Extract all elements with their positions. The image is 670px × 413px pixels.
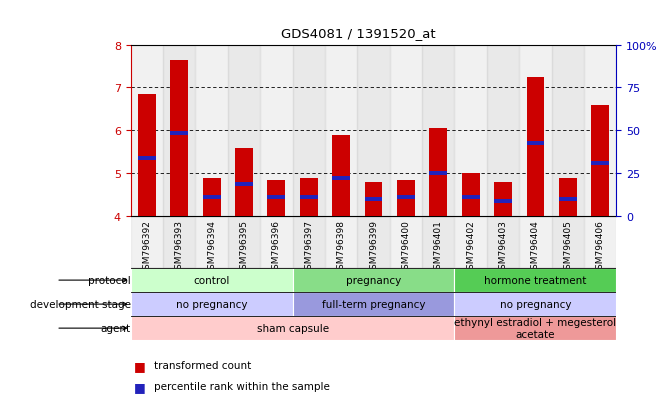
Text: GSM796406: GSM796406 <box>596 219 605 274</box>
Bar <box>584 45 616 217</box>
Bar <box>390 217 422 268</box>
Bar <box>260 45 293 217</box>
Text: GSM796394: GSM796394 <box>207 219 216 274</box>
Bar <box>325 45 357 217</box>
Bar <box>584 217 616 268</box>
Bar <box>357 217 390 268</box>
Bar <box>235 183 253 187</box>
Bar <box>494 200 512 204</box>
Bar <box>364 183 383 217</box>
Bar <box>260 217 293 268</box>
Bar <box>454 217 487 268</box>
Text: GSM796400: GSM796400 <box>401 219 411 274</box>
Text: GSM796396: GSM796396 <box>272 219 281 274</box>
Bar <box>454 45 487 217</box>
Text: protocol: protocol <box>88 275 131 285</box>
Bar <box>390 45 422 217</box>
Text: GSM796402: GSM796402 <box>466 219 475 274</box>
Bar <box>364 198 383 202</box>
Bar <box>131 316 454 340</box>
Bar <box>332 176 350 180</box>
Text: GSM796399: GSM796399 <box>369 219 378 274</box>
Bar <box>487 45 519 217</box>
Bar <box>170 131 188 135</box>
Bar <box>196 45 228 217</box>
Bar <box>163 217 196 268</box>
Bar <box>454 292 616 316</box>
Bar <box>228 217 260 268</box>
Text: GDS4081 / 1391520_at: GDS4081 / 1391520_at <box>281 27 436 40</box>
Bar <box>138 157 155 161</box>
Bar <box>462 174 480 217</box>
Bar <box>300 178 318 217</box>
Bar <box>300 196 318 199</box>
Bar <box>203 178 220 217</box>
Text: GSM796404: GSM796404 <box>531 219 540 274</box>
Bar <box>293 292 454 316</box>
Bar <box>559 198 577 202</box>
Text: no pregnancy: no pregnancy <box>500 299 572 309</box>
Bar <box>293 268 454 292</box>
Bar <box>462 196 480 199</box>
Bar <box>131 292 293 316</box>
Text: ethynyl estradiol + megesterol
acetate: ethynyl estradiol + megesterol acetate <box>454 318 616 339</box>
Text: GSM796405: GSM796405 <box>563 219 572 274</box>
Bar <box>131 268 293 292</box>
Bar <box>397 196 415 199</box>
Text: GSM796403: GSM796403 <box>498 219 508 274</box>
Text: development stage: development stage <box>29 299 131 309</box>
Bar <box>592 161 609 165</box>
Bar <box>228 45 260 217</box>
Bar <box>267 196 285 199</box>
Text: no pregnancy: no pregnancy <box>176 299 247 309</box>
Bar <box>527 78 544 217</box>
Text: GSM796392: GSM796392 <box>142 219 151 274</box>
Bar <box>429 172 447 176</box>
Text: GSM796401: GSM796401 <box>433 219 443 274</box>
Text: hormone treatment: hormone treatment <box>484 275 587 285</box>
Text: GSM796393: GSM796393 <box>175 219 184 274</box>
Bar <box>235 148 253 217</box>
Text: control: control <box>194 275 230 285</box>
Text: GSM796395: GSM796395 <box>239 219 249 274</box>
Bar <box>551 45 584 217</box>
Bar <box>527 142 544 146</box>
Bar <box>131 217 163 268</box>
Bar <box>131 45 163 217</box>
Text: GSM796397: GSM796397 <box>304 219 314 274</box>
Bar <box>293 217 325 268</box>
Bar <box>487 217 519 268</box>
Bar <box>559 178 577 217</box>
Bar <box>519 45 551 217</box>
Bar <box>494 183 512 217</box>
Bar <box>551 217 584 268</box>
Bar <box>138 95 155 217</box>
Bar <box>203 196 220 199</box>
Bar <box>357 45 390 217</box>
Bar <box>170 60 188 217</box>
Text: pregnancy: pregnancy <box>346 275 401 285</box>
Bar <box>267 180 285 217</box>
Bar <box>293 45 325 217</box>
Bar <box>332 135 350 217</box>
Bar <box>196 217 228 268</box>
Text: GSM796398: GSM796398 <box>336 219 346 274</box>
Bar <box>422 217 454 268</box>
Text: full-term pregnancy: full-term pregnancy <box>322 299 425 309</box>
Bar <box>592 105 609 217</box>
Bar <box>163 45 196 217</box>
Text: percentile rank within the sample: percentile rank within the sample <box>154 381 330 391</box>
Bar <box>325 217 357 268</box>
Text: ■: ■ <box>134 359 146 372</box>
Bar <box>454 268 616 292</box>
Bar <box>454 316 616 340</box>
Text: ■: ■ <box>134 380 146 393</box>
Bar <box>429 129 447 217</box>
Bar <box>397 180 415 217</box>
Text: transformed count: transformed count <box>154 361 251 370</box>
Bar <box>422 45 454 217</box>
Text: agent: agent <box>100 323 131 333</box>
Text: sham capsule: sham capsule <box>257 323 328 333</box>
Bar <box>519 217 551 268</box>
